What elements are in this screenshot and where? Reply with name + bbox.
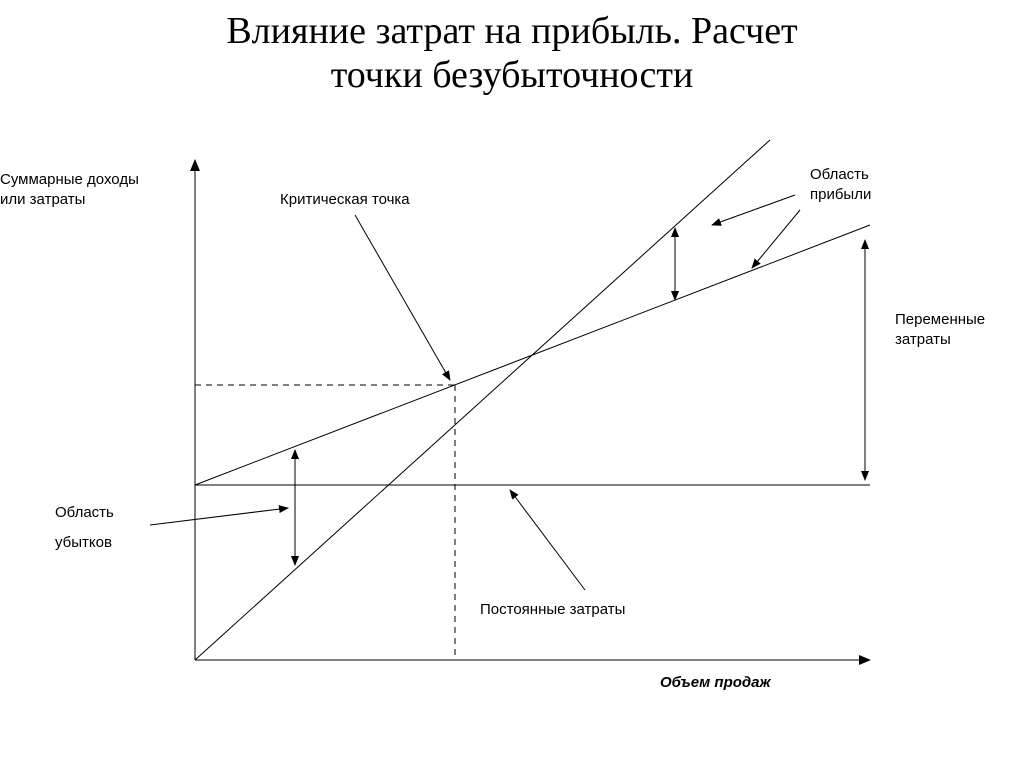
loss-area-pointer <box>150 508 288 525</box>
variable-costs-label-line2: затраты <box>895 331 951 348</box>
loss-area-label-line1: Область <box>55 504 114 521</box>
y-axis-label: Суммарные доходы или затраты <box>0 170 139 211</box>
profit-area-label: Область прибыли <box>810 165 871 206</box>
profit-area-pointer-2 <box>752 210 800 268</box>
y-axis-label-line1: Суммарные доходы <box>0 171 139 188</box>
variable-costs-label: Переменные затраты <box>895 310 985 351</box>
profit-area-label-line2: прибыли <box>810 186 871 203</box>
variable-costs-label-line1: Переменные <box>895 311 985 328</box>
diagram-stage: Суммарные доходы или затраты Критическая… <box>0 0 1024 767</box>
fixed-cost-pointer <box>510 490 585 590</box>
critical-point-pointer <box>355 215 450 380</box>
x-axis-label: Объем продаж <box>660 673 771 693</box>
loss-area-label: Область убытков <box>55 498 114 558</box>
breakeven-diagram <box>0 0 1024 767</box>
loss-area-label-line2: убытков <box>55 534 112 551</box>
y-axis-label-line2: или затраты <box>0 191 85 208</box>
revenue-line <box>195 140 770 660</box>
profit-area-pointer-1 <box>712 195 795 225</box>
fixed-costs-label: Постоянные затраты <box>480 600 625 620</box>
profit-area-label-line1: Область <box>810 166 869 183</box>
critical-point-label: Критическая точка <box>280 190 410 210</box>
